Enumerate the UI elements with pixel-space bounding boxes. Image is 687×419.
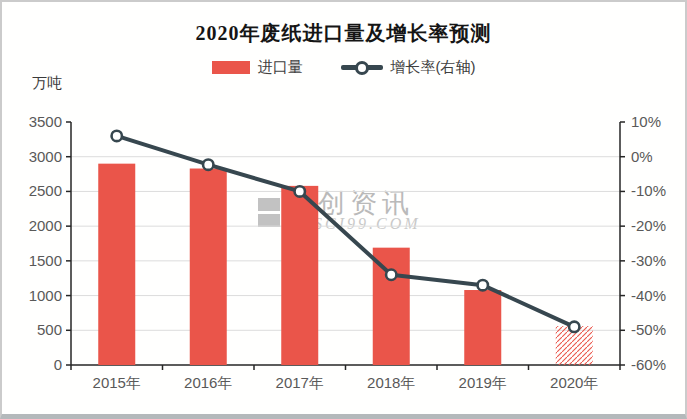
right-tick-label: -20% <box>631 217 666 234</box>
left-tick-label: 2500 <box>29 182 62 199</box>
x-tick-label: 2015年 <box>93 374 141 391</box>
bar-2017年 <box>281 186 318 365</box>
marker-2017年 <box>295 186 305 196</box>
right-tick-label: -10% <box>631 182 666 199</box>
bar-2019年 <box>464 290 501 365</box>
growth-line <box>117 136 575 327</box>
marker-2015年 <box>112 131 122 141</box>
left-tick-label: 0 <box>54 356 62 373</box>
left-tick-label: 500 <box>37 321 62 338</box>
left-tick-label: 1500 <box>29 252 62 269</box>
right-tick-label: -30% <box>631 252 666 269</box>
left-tick-label: 1000 <box>29 287 62 304</box>
x-tick-label: 2016年 <box>184 374 232 391</box>
left-tick-label: 3500 <box>29 113 62 130</box>
right-tick-label: -60% <box>631 356 666 373</box>
marker-2016年 <box>203 159 213 169</box>
bar-2015年 <box>98 164 135 365</box>
marker-2020年 <box>569 322 579 332</box>
marker-2019年 <box>478 280 488 290</box>
right-tick-label: -50% <box>631 321 666 338</box>
bar-2016年 <box>190 169 227 365</box>
right-tick-label: 0% <box>631 148 653 165</box>
chart-plot: 3500 3000 2500 2000 1500 1000 500 0 10% 0% -10% -20… <box>2 2 687 419</box>
marker-2018年 <box>386 270 396 280</box>
left-tick-label: 2000 <box>29 217 62 234</box>
x-tick-label: 2017年 <box>276 374 324 391</box>
x-tick-label: 2018年 <box>367 374 415 391</box>
right-tick-label: -40% <box>631 287 666 304</box>
chart-panel: 2020年废纸进口量及增长率预测 进口量 增长率(右轴) 万吨 卓创资讯 SCI… <box>0 0 687 419</box>
x-tick-label: 2020年 <box>550 374 598 391</box>
right-tick-label: 10% <box>631 113 661 130</box>
x-tick-label: 2019年 <box>459 374 507 391</box>
left-tick-label: 3000 <box>29 148 62 165</box>
